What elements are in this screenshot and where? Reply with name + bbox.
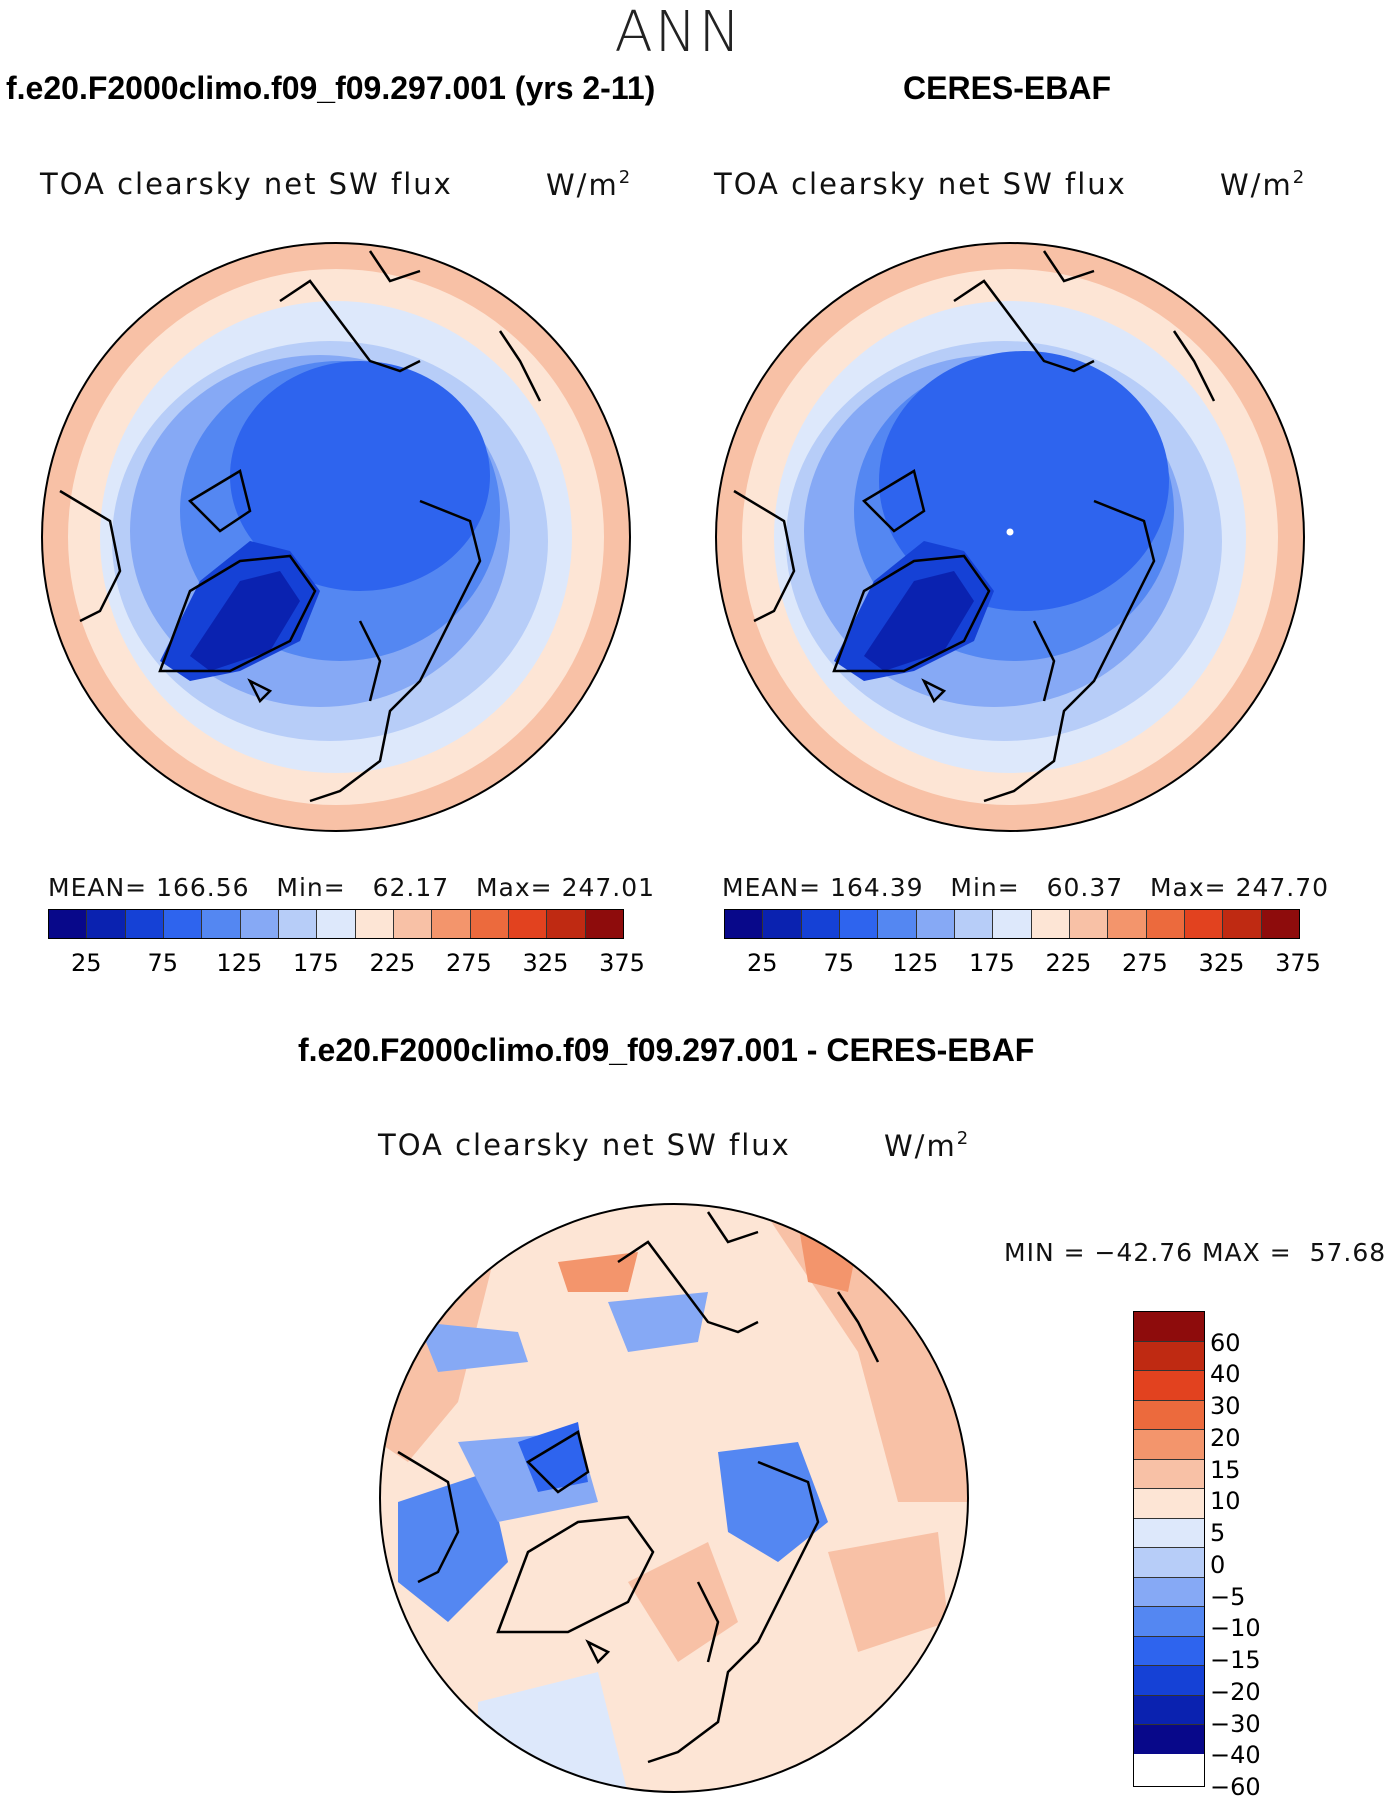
left-units: W/m2 xyxy=(546,167,633,202)
colorbar-swatch xyxy=(1108,910,1147,938)
colorbar-tick-label: 20 xyxy=(1210,1423,1241,1452)
colorbar-swatch xyxy=(163,910,203,938)
left-colorbar-ticks: 25 75 125 175 225 275 325 375 xyxy=(48,949,645,979)
colorbar-tick-label: 60 xyxy=(1210,1328,1241,1357)
colorbar-tick-label: 275 xyxy=(446,949,492,977)
colorbar-tick-label: 75 xyxy=(823,949,855,977)
colorbar-swatch xyxy=(278,910,318,938)
diff-variable-title: TOA clearsky net SW flux xyxy=(378,1128,791,1162)
diff-minmax: MIN = −42.76 MAX = 57.68 xyxy=(1004,1238,1387,1267)
colorbar-tick-label: −60 xyxy=(1210,1773,1261,1801)
colorbar-swatch xyxy=(1134,1312,1204,1342)
colorbar-swatch xyxy=(763,910,802,938)
colorbar-swatch xyxy=(317,910,356,938)
colorbar-tick-label: −20 xyxy=(1210,1677,1261,1706)
diff-colorbar-ticks: 60 40 30 20 15 10 5 0 −5 −10 −15 −20 −30 −40 −60 xyxy=(1210,1311,1290,1801)
colorbar-swatch xyxy=(801,910,840,938)
colorbar-swatch xyxy=(1134,1489,1204,1519)
right-variable-title: TOA clearsky net SW flux xyxy=(714,167,1127,201)
colorbar-swatch xyxy=(1134,1341,1204,1371)
colorbar-swatch xyxy=(1134,1577,1204,1607)
colorbar-tick-label: 40 xyxy=(1210,1360,1241,1389)
colorbar-swatch xyxy=(1134,1666,1204,1696)
colorbar-swatch xyxy=(1031,910,1070,938)
colorbar-swatch xyxy=(878,910,917,938)
diff-units: W/m2 xyxy=(884,1128,971,1163)
colorbar-swatch xyxy=(1134,1400,1204,1430)
right-colorbar-ticks: 25 75 125 175 225 275 325 375 xyxy=(724,949,1321,979)
colorbar-swatch xyxy=(916,910,955,938)
colorbar-swatch xyxy=(1134,1725,1204,1754)
colorbar-swatch xyxy=(1134,1607,1204,1637)
colorbar-tick-label: 175 xyxy=(968,949,1015,977)
colorbar-tick-label: 375 xyxy=(1275,949,1321,977)
colorbar-tick-label: 75 xyxy=(147,949,179,977)
colorbar-swatch xyxy=(49,910,88,938)
colorbar-tick-label: 30 xyxy=(1210,1392,1241,1421)
colorbar-tick-label: −30 xyxy=(1210,1709,1261,1738)
colorbar-tick-label: 25 xyxy=(71,949,102,977)
right-stats: MEAN= 164.39 Min= 60.37 Max= 247.70 xyxy=(722,873,1330,902)
diff-colorbar xyxy=(1133,1311,1205,1787)
colorbar-swatch xyxy=(1184,910,1224,938)
colorbar-swatch xyxy=(508,910,548,938)
colorbar-swatch xyxy=(1069,910,1109,938)
colorbar-tick-label: 275 xyxy=(1122,949,1168,977)
right-case-title: CERES-EBAF xyxy=(903,70,1112,106)
colorbar-swatch xyxy=(432,910,471,938)
left-variable-title: TOA clearsky net SW flux xyxy=(40,167,453,201)
colorbar-tick-label: −10 xyxy=(1210,1614,1261,1643)
colorbar-swatch xyxy=(1134,1371,1204,1401)
colorbar-tick-label: −15 xyxy=(1210,1646,1261,1675)
colorbar-tick-label: 25 xyxy=(747,949,778,977)
colorbar-swatch xyxy=(1261,910,1299,938)
colorbar-swatch xyxy=(125,910,164,938)
colorbar-tick-label: −40 xyxy=(1210,1741,1261,1770)
diff-case-title: f.e20.F2000climo.f09_f09.297.001 - CERES… xyxy=(298,1032,1035,1068)
colorbar-tick-label: 225 xyxy=(369,949,416,977)
colorbar-swatch xyxy=(202,910,241,938)
season-title: ANN xyxy=(614,0,743,65)
left-colorbar xyxy=(48,909,624,939)
colorbar-swatch xyxy=(1146,910,1185,938)
colorbar-swatch xyxy=(1134,1695,1204,1725)
colorbar-swatch xyxy=(1223,910,1262,938)
colorbar-swatch xyxy=(585,910,623,938)
colorbar-swatch xyxy=(470,910,509,938)
right-units: W/m2 xyxy=(1220,167,1307,202)
colorbar-tick-label: 175 xyxy=(292,949,339,977)
colorbar-tick-label: 15 xyxy=(1210,1455,1241,1484)
colorbar-tick-label: 0 xyxy=(1210,1550,1226,1579)
colorbar-tick-label: 325 xyxy=(1198,949,1245,977)
colorbar-tick-label: 10 xyxy=(1210,1487,1241,1516)
colorbar-tick-label: 325 xyxy=(522,949,569,977)
colorbar-swatch xyxy=(1134,1636,1204,1666)
colorbar-swatch xyxy=(1134,1459,1204,1489)
left-polar-map xyxy=(41,242,631,832)
colorbar-tick-label: 375 xyxy=(599,949,645,977)
colorbar-swatch xyxy=(393,910,433,938)
colorbar-swatch xyxy=(839,910,879,938)
diff-polar-map xyxy=(379,1203,969,1793)
colorbar-swatch xyxy=(725,910,764,938)
colorbar-swatch xyxy=(87,910,126,938)
colorbar-tick-label: −5 xyxy=(1210,1582,1246,1611)
colorbar-swatch xyxy=(1134,1430,1204,1460)
colorbar-swatch xyxy=(993,910,1032,938)
colorbar-tick-label: 125 xyxy=(216,949,263,977)
colorbar-tick-label: 225 xyxy=(1045,949,1092,977)
left-case-title: f.e20.F2000climo.f09_f09.297.001 (yrs 2-… xyxy=(6,70,656,106)
left-stats: MEAN= 166.56 Min= 62.17 Max= 247.01 xyxy=(48,873,656,902)
colorbar-swatch xyxy=(1134,1548,1204,1578)
colorbar-swatch xyxy=(1134,1518,1204,1548)
colorbar-swatch xyxy=(954,910,994,938)
right-colorbar xyxy=(724,909,1300,939)
right-polar-map xyxy=(715,242,1305,832)
colorbar-swatch xyxy=(547,910,586,938)
colorbar-tick-label: 5 xyxy=(1210,1519,1226,1548)
colorbar-tick-label: 125 xyxy=(892,949,939,977)
colorbar-swatch xyxy=(355,910,394,938)
colorbar-swatch xyxy=(240,910,279,938)
